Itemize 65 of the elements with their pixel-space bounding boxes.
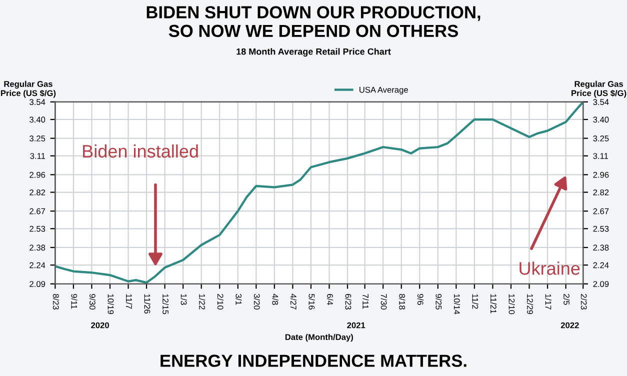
x-tick-label: 10/19: [108, 294, 114, 314]
y2-tick-label: 3.40: [593, 116, 609, 123]
chart-subtitle: 18 Month Average Retail Price Chart: [236, 48, 391, 57]
legend-label: USA Average: [360, 86, 408, 94]
annotation: Biden installed: [83, 144, 198, 158]
y2-tick-label: 2.67: [593, 208, 609, 214]
x-tick-label: 11/26: [144, 294, 150, 314]
x-tick-label: 11/2: [472, 294, 478, 309]
x-tick-label: 2/5: [564, 294, 570, 305]
y-tick-label: 3.25: [30, 135, 46, 142]
y-tick-label: 2.96: [30, 172, 46, 178]
x-tick-label: 6/4: [327, 294, 334, 305]
x-tick-label: 9/30: [89, 294, 96, 310]
x-tick-label: 10/14: [454, 294, 460, 314]
x-tick-label: 8/18: [399, 294, 406, 310]
y-tick-label: 3.11: [30, 153, 46, 159]
x-tick-label: 7/11: [362, 294, 369, 309]
x-tick-label: 1/3: [180, 294, 187, 305]
line-series: [55, 102, 584, 284]
x-tick-label: 8/23: [52, 294, 60, 310]
y2-tick-label: 2.53: [593, 226, 609, 232]
y2-tick-label: 2.82: [593, 189, 609, 196]
x-tick-label: 12/10: [508, 294, 515, 314]
x-tick-label: 3/20: [254, 294, 260, 310]
x-tick-label: 6/23: [345, 294, 352, 310]
text: 2020: [91, 322, 109, 328]
y-tick-label: 3.40: [30, 116, 46, 123]
x-tick-label: 2/10: [217, 294, 224, 310]
x-tick-label: 3/1: [236, 294, 242, 305]
y-tick-label: 2.82: [30, 189, 46, 196]
y-tick-label: 3.54: [30, 99, 46, 105]
y-tick-label: 2.24: [30, 262, 46, 268]
x-tick-label: 1/17: [545, 294, 552, 310]
y2-axis-title: Regular Gas Price (US $/G): [572, 80, 626, 98]
x-tick-label: 7/30: [380, 294, 387, 310]
y-axis-title: Regular Gas Price (US $/G): [0, 80, 56, 98]
x-tick-label: 4/8: [272, 294, 278, 305]
text: 2021: [347, 322, 366, 328]
y2-tick-label: 2.96: [593, 172, 609, 178]
x-tick-label: 5/16: [308, 294, 315, 310]
text: ENERGY INDEPENDENCE MATTERS.: [160, 354, 466, 367]
y2-tick-label: 3.54: [593, 99, 609, 105]
annotation: Ukraine: [520, 262, 580, 275]
y-tick-label: 2.09: [30, 281, 46, 287]
x-tick-label: 9/11: [71, 294, 78, 309]
x-tick-label: 2/23: [580, 294, 587, 310]
y-tick-label: 2.67: [30, 208, 46, 214]
x-tick-label: 11/21: [490, 294, 497, 314]
y2-tick-label: 2.09: [593, 281, 609, 287]
x-tick-label: 11/7: [126, 294, 132, 309]
x-tick-label: 9/25: [436, 294, 442, 310]
chart-title: BIDEN SHUT DOWN OUR PRODUCTION, SO NOW WE DEPEND ON OTHERS: [146, 6, 480, 38]
x-tick-label: 12/15: [162, 294, 169, 314]
x-tick-label: 12/29: [527, 294, 534, 314]
y2-tick-label: 3.11: [593, 153, 608, 159]
x-axis-title: Date (Month/Day): [285, 334, 353, 342]
text: 2022: [560, 322, 579, 328]
y-tick-label: 2.38: [30, 244, 46, 251]
y2-tick-label: 2.24: [593, 262, 609, 268]
y2-tick-label: 2.38: [593, 244, 609, 251]
x-tick-label: 9/6: [417, 294, 424, 305]
x-tick-label: 1/22: [199, 294, 206, 310]
x-tick-label: 4/27: [290, 294, 297, 310]
y-tick-label: 2.53: [30, 226, 46, 232]
y2-tick-label: 3.25: [593, 135, 609, 142]
